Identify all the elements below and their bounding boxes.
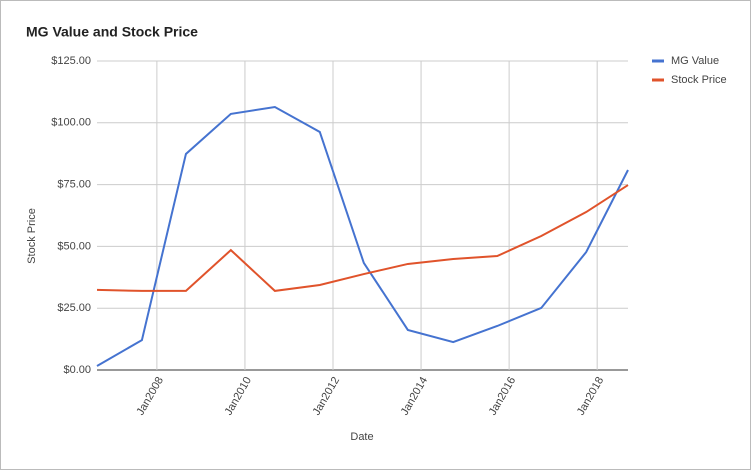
- y-axis-label: Stock Price: [26, 208, 38, 264]
- y-tick-label: $0.00: [63, 364, 91, 376]
- legend-label: MG Value: [671, 55, 719, 67]
- series-line: [96, 105, 629, 367]
- y-tick-label: $25.00: [57, 302, 91, 314]
- y-tick-label: $100.00: [51, 117, 91, 129]
- chart-title: MG Value and Stock Price: [26, 24, 198, 40]
- x-axis-label: Date: [350, 431, 373, 443]
- series-line: [96, 184, 629, 292]
- y-tick-label: $125.00: [51, 55, 91, 67]
- y-tick-label: $50.00: [57, 240, 91, 252]
- legend-label: Stock Price: [671, 74, 727, 86]
- y-tick-label: $75.00: [57, 179, 91, 191]
